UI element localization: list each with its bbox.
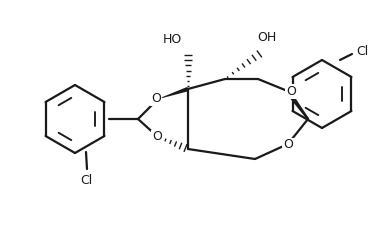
Text: O: O	[152, 131, 162, 143]
Polygon shape	[158, 87, 189, 99]
Text: Cl: Cl	[356, 45, 368, 58]
Text: O: O	[286, 85, 296, 97]
Text: HO: HO	[163, 32, 182, 46]
Text: OH: OH	[257, 31, 277, 44]
Text: O: O	[283, 138, 293, 151]
Text: Cl: Cl	[80, 173, 92, 187]
Text: O: O	[151, 91, 161, 105]
